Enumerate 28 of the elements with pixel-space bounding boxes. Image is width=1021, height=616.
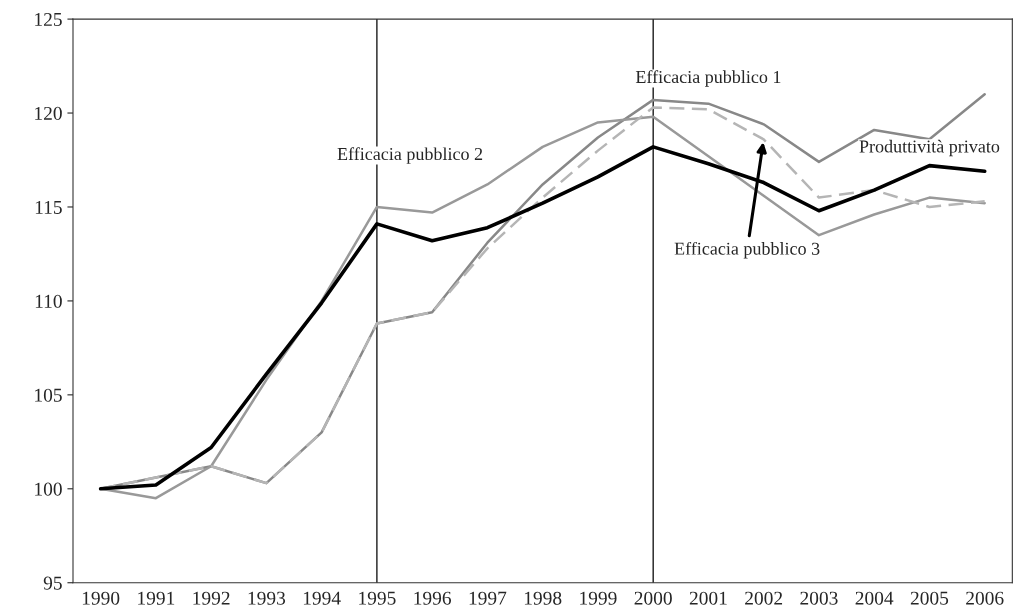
x-tick-label: 1990	[82, 591, 120, 605]
annotation: Efficacia pubblico 2	[337, 147, 483, 164]
x-tick-label: 1999	[580, 591, 617, 605]
y-tick-label: 125	[35, 12, 62, 27]
x-tick-label: 1996	[414, 591, 452, 605]
x-tick-label: 1994	[303, 591, 341, 605]
x-tick-label: 2000	[634, 591, 672, 605]
x-tick-label: 2004	[855, 591, 894, 605]
annotation: Efficacia pubblico 3	[674, 241, 820, 259]
x-tick-label: 1995	[359, 591, 396, 605]
x-tick-label: 2001	[689, 591, 727, 605]
annotation: Produttività privato	[859, 139, 1000, 157]
x-tick-label: 1998	[524, 591, 562, 605]
y-tick-label: 120	[35, 106, 62, 120]
y-tick-label: 110	[35, 294, 62, 308]
y-tick-label: 115	[35, 200, 62, 214]
x-tick-label: 2002	[745, 591, 783, 605]
x-tick-label: 2006	[966, 591, 1004, 605]
x-tick-label: 1997	[469, 591, 507, 605]
x-tick-label: 2005	[910, 591, 949, 605]
y-tick-label: 95	[43, 576, 62, 590]
x-tick-label: 2003	[800, 591, 838, 605]
y-tick-label: 100	[35, 482, 62, 496]
x-tick-label: 1991	[138, 591, 175, 605]
annotation: Efficacia pubblico 1	[635, 70, 781, 87]
x-tick-label: 1993	[248, 591, 286, 605]
y-tick-label: 105	[35, 388, 62, 402]
x-tick-label: 1992	[193, 591, 230, 605]
